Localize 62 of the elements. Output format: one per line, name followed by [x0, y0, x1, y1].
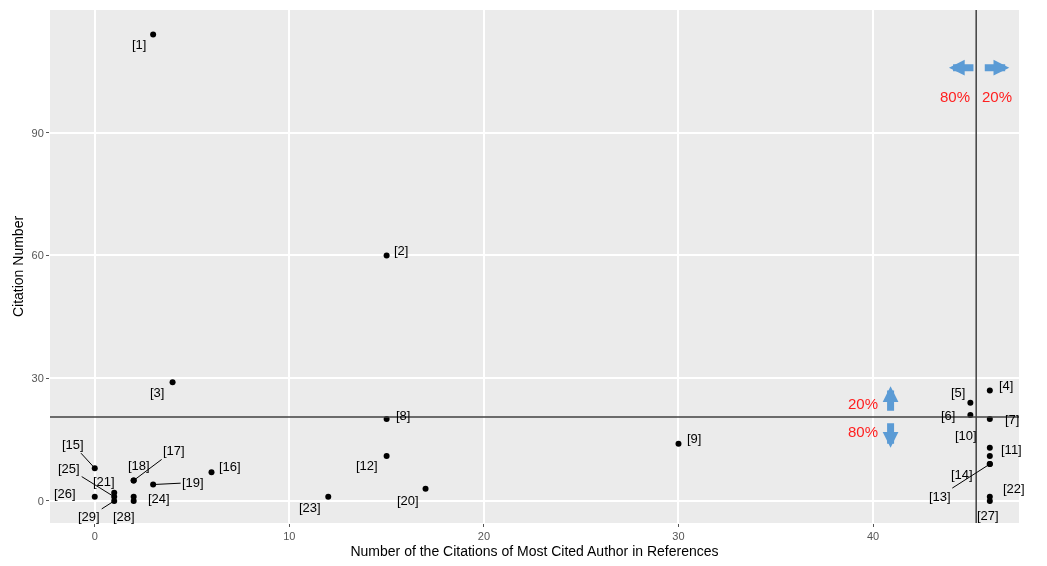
point — [422, 485, 429, 492]
point — [91, 493, 98, 500]
annotation: [27] — [977, 508, 999, 523]
annotation: [1] — [132, 37, 147, 52]
annotation: [28] — [113, 509, 135, 524]
annotation: [12] — [356, 458, 378, 473]
y-tick-label: 90 — [31, 126, 44, 139]
y-tick-label: 0 — [37, 494, 44, 507]
point — [169, 379, 176, 386]
point — [150, 31, 157, 38]
annotation: [7] — [1005, 412, 1020, 427]
annotation: [2] — [394, 243, 409, 258]
annotation: [26] — [54, 486, 76, 501]
x-tick-label: 0 — [91, 530, 98, 543]
annotation: [14] — [951, 467, 973, 482]
annotation: [18] — [128, 458, 150, 473]
point — [986, 497, 993, 504]
point — [675, 440, 682, 447]
x-tick-label: 40 — [866, 530, 880, 543]
annotation: [4] — [999, 378, 1014, 393]
y-tick-label: 30 — [31, 372, 44, 385]
x-tick-label: 20 — [477, 530, 491, 543]
x-tick-label: 10 — [283, 530, 296, 543]
annotation: [8] — [396, 408, 411, 423]
point — [130, 497, 137, 504]
annotation: [5] — [951, 385, 966, 400]
annotation: 80% — [848, 423, 879, 440]
annotation: [29] — [78, 509, 100, 524]
point — [91, 465, 98, 472]
annotation: [15] — [62, 437, 84, 452]
annotation: [20] — [397, 493, 419, 508]
point — [986, 452, 993, 459]
annotation: [3] — [150, 385, 165, 400]
annotation: [21] — [93, 474, 115, 489]
point — [208, 469, 215, 476]
annotation: [23] — [299, 500, 321, 515]
point — [383, 452, 390, 459]
y-tick-label: 60 — [31, 249, 44, 262]
annotation: [19] — [182, 475, 204, 490]
annotation: [16] — [219, 459, 241, 474]
point — [111, 497, 118, 504]
point — [383, 252, 390, 259]
point — [986, 444, 993, 451]
annotation: [13] — [929, 489, 951, 504]
annotation: [11] — [1001, 442, 1022, 457]
y-axis-title: Citation Number — [10, 215, 27, 318]
x-tick-label: 30 — [672, 530, 685, 543]
point — [967, 399, 974, 406]
annotation: [24] — [148, 491, 170, 506]
annotation: 20% — [982, 88, 1013, 105]
annotation: 80% — [940, 88, 971, 105]
annotation: [10] — [955, 428, 977, 443]
point — [150, 481, 157, 488]
annotation: [6] — [941, 408, 956, 423]
annotation: [9] — [687, 431, 702, 446]
point — [986, 387, 993, 394]
annotation: [17] — [163, 443, 185, 458]
x-axis-title: Number of the Citations of Most Cited Author in References — [350, 542, 719, 559]
annotation: [22] — [1003, 481, 1025, 496]
annotation: [25] — [58, 461, 80, 476]
annotation: 20% — [848, 395, 879, 412]
point — [325, 493, 332, 500]
